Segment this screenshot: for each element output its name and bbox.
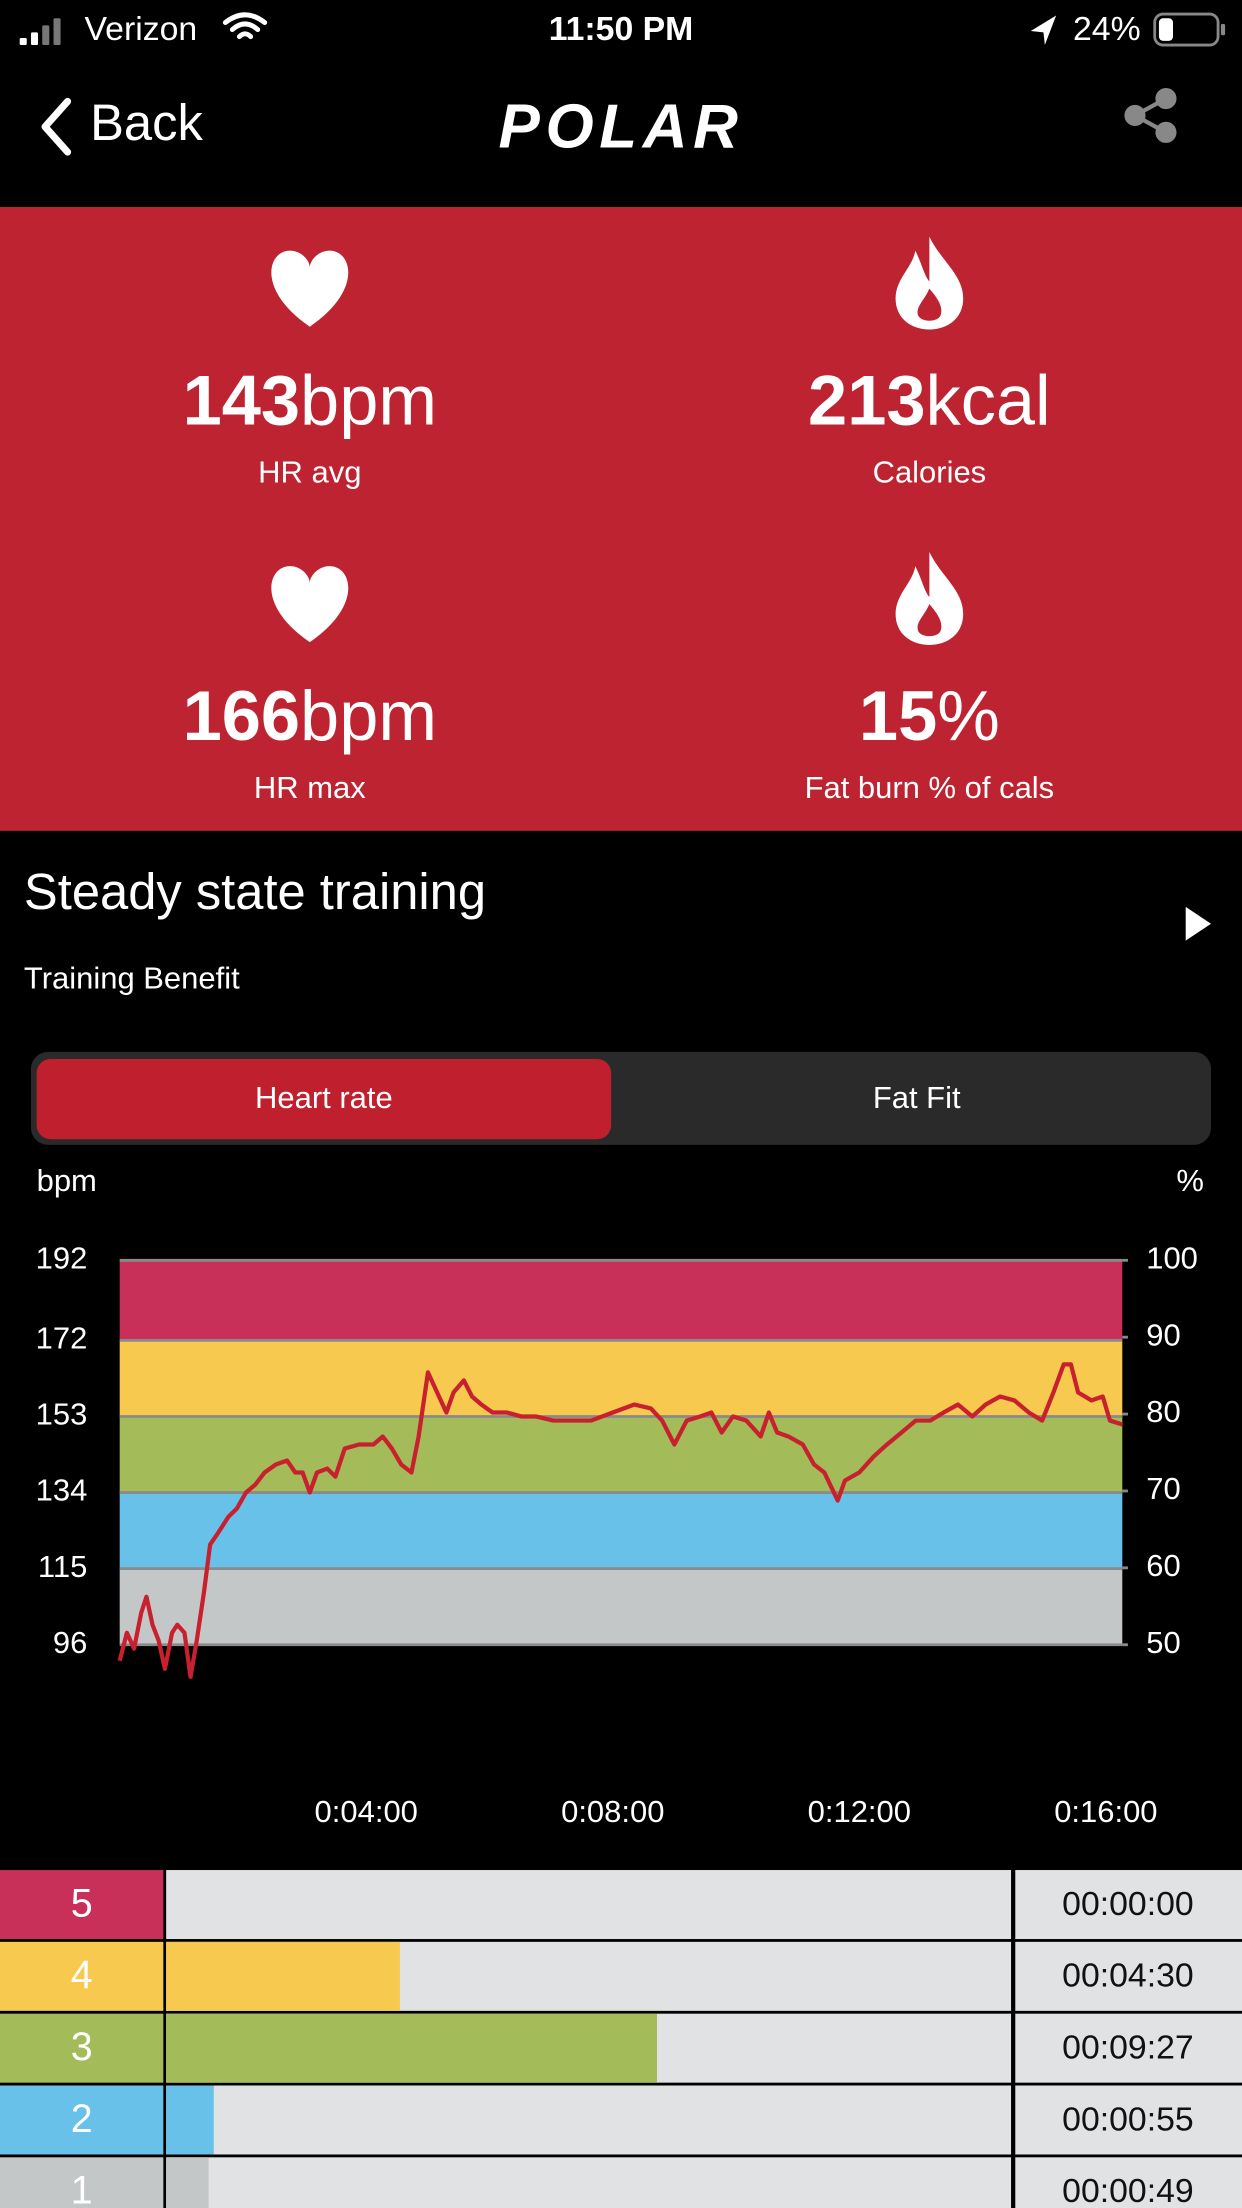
wifi-icon (222, 12, 268, 40)
zone-label-cell (0, 1941, 164, 2011)
stat-unit: bpm (300, 676, 437, 755)
zone-time: 00:00:00 (1062, 1885, 1193, 1923)
zone-time-cell (1015, 1941, 1242, 2011)
zone-band (119, 1340, 1123, 1417)
zone-label-cell (0, 2085, 164, 2155)
carrier: Verizon (84, 10, 197, 48)
stat-label: HR avg (258, 455, 361, 490)
clock: 11:50 PM (549, 10, 694, 48)
y2-tick-label: 50 (1146, 1625, 1180, 1660)
training-title: Steady state training (24, 863, 486, 920)
stat-value: 213kcal (808, 360, 1051, 439)
zone-band (119, 1568, 1123, 1645)
x-tick-label: 0:04:00 (315, 1794, 418, 1829)
zone-time-cell (1015, 2157, 1242, 2208)
zone-bands (119, 1260, 1123, 1645)
y-tick-label: 96 (53, 1625, 87, 1660)
stat-value: 166bpm (183, 676, 437, 755)
heart-icon (271, 250, 349, 643)
location-icon (1030, 15, 1057, 46)
logo: POLAR (499, 92, 744, 161)
stat-number: 213 (808, 360, 925, 439)
zone-band (119, 1260, 1123, 1341)
back-button[interactable]: Back (90, 94, 203, 151)
play-button[interactable] (1185, 906, 1212, 941)
stat-value: 143bpm (183, 360, 437, 439)
stats-panel (0, 207, 1242, 831)
zone-time: 00:00:49 (1062, 2172, 1193, 2208)
y-tick-label: 153 (36, 1397, 88, 1432)
zone-time: 00:04:30 (1062, 1957, 1193, 1995)
x-tick-label: 0:12:00 (808, 1794, 911, 1829)
y-tick-label: 134 (36, 1473, 88, 1508)
stat-unit: kcal (926, 360, 1051, 439)
y-tick-label: 192 (36, 1240, 88, 1275)
back-chevron[interactable] (41, 97, 72, 156)
zone-time-cell (1015, 2085, 1242, 2155)
stat-number: 143 (183, 360, 300, 439)
stat-label: HR max (254, 770, 366, 805)
zone-track (166, 1870, 1012, 1940)
plot (117, 1362, 1123, 1679)
zone-bar (166, 2085, 214, 2155)
flame-icon (895, 236, 964, 645)
zone-number: 1 (71, 2169, 93, 2208)
tab[interactable]: Fat Fit (873, 1080, 961, 1115)
y2-tick-label: 80 (1146, 1394, 1180, 1429)
zone-number: 3 (71, 2025, 93, 2069)
stat-number: 166 (183, 676, 300, 755)
stat-label: Fat burn % of cals (805, 770, 1055, 805)
training-subtitle: Training Benefit (24, 960, 240, 995)
y-tick-label: 172 (36, 1321, 88, 1356)
y2-tick-label: 100 (1146, 1240, 1198, 1275)
zone-time: 00:09:27 (1062, 2029, 1193, 2067)
tab-active[interactable] (36, 1058, 612, 1140)
zone-bar (166, 1941, 400, 2011)
battery-icon (1153, 12, 1226, 47)
zone-number: 5 (71, 1881, 93, 1925)
zone-table: 5 00:00:00 4 00:04:30 3 00:09:27 2 00:00:55 1 00:… (0, 1870, 1242, 2208)
zone-band (119, 1416, 1123, 1493)
zone-number: 4 (71, 1953, 93, 1997)
stat-unit: % (937, 676, 1000, 755)
signal (19, 18, 61, 46)
grid: 192 172 153 134 115 96 100 90 80 70 60 50 0:04:00 0:0… (36, 1240, 1198, 1828)
x-tick-label: 0:16:00 (1054, 1794, 1157, 1829)
stat-unit: bpm (300, 360, 437, 439)
zone-time: 00:00:55 (1062, 2100, 1193, 2138)
y2-tick-label: 70 (1146, 1471, 1180, 1506)
heart-rate-line (117, 1362, 1123, 1679)
x-tick-label: 0:08:00 (561, 1794, 664, 1829)
y-tick-label: 115 (38, 1549, 87, 1584)
share-icon[interactable] (1124, 88, 1177, 143)
y-axis-label: bpm (37, 1163, 97, 1198)
zone-label-cell (0, 2157, 164, 2208)
stat-number: 15 (859, 676, 937, 755)
tab[interactable]: Heart rate (255, 1080, 393, 1115)
stat-label: Calories (873, 455, 987, 490)
zone-number: 2 (71, 2097, 93, 2141)
zone-band (119, 1492, 1123, 1569)
battery-percent: 24% (1073, 10, 1141, 48)
zone-bar (166, 2013, 658, 2083)
zone-track (166, 2085, 1012, 2155)
zone-track (166, 2157, 1012, 2208)
y2-axis-label: % (1176, 1163, 1204, 1198)
zone-time-cell (1015, 1870, 1242, 1940)
zone-time-cell (1015, 2013, 1242, 2083)
y2-tick-label: 60 (1146, 1548, 1180, 1583)
zone-label-cell (0, 1870, 164, 1940)
stat-value: 15% (859, 676, 1000, 755)
y2-tick-label: 90 (1146, 1317, 1180, 1352)
zone-bar (166, 2157, 209, 2208)
zone-label-cell (0, 2013, 164, 2083)
